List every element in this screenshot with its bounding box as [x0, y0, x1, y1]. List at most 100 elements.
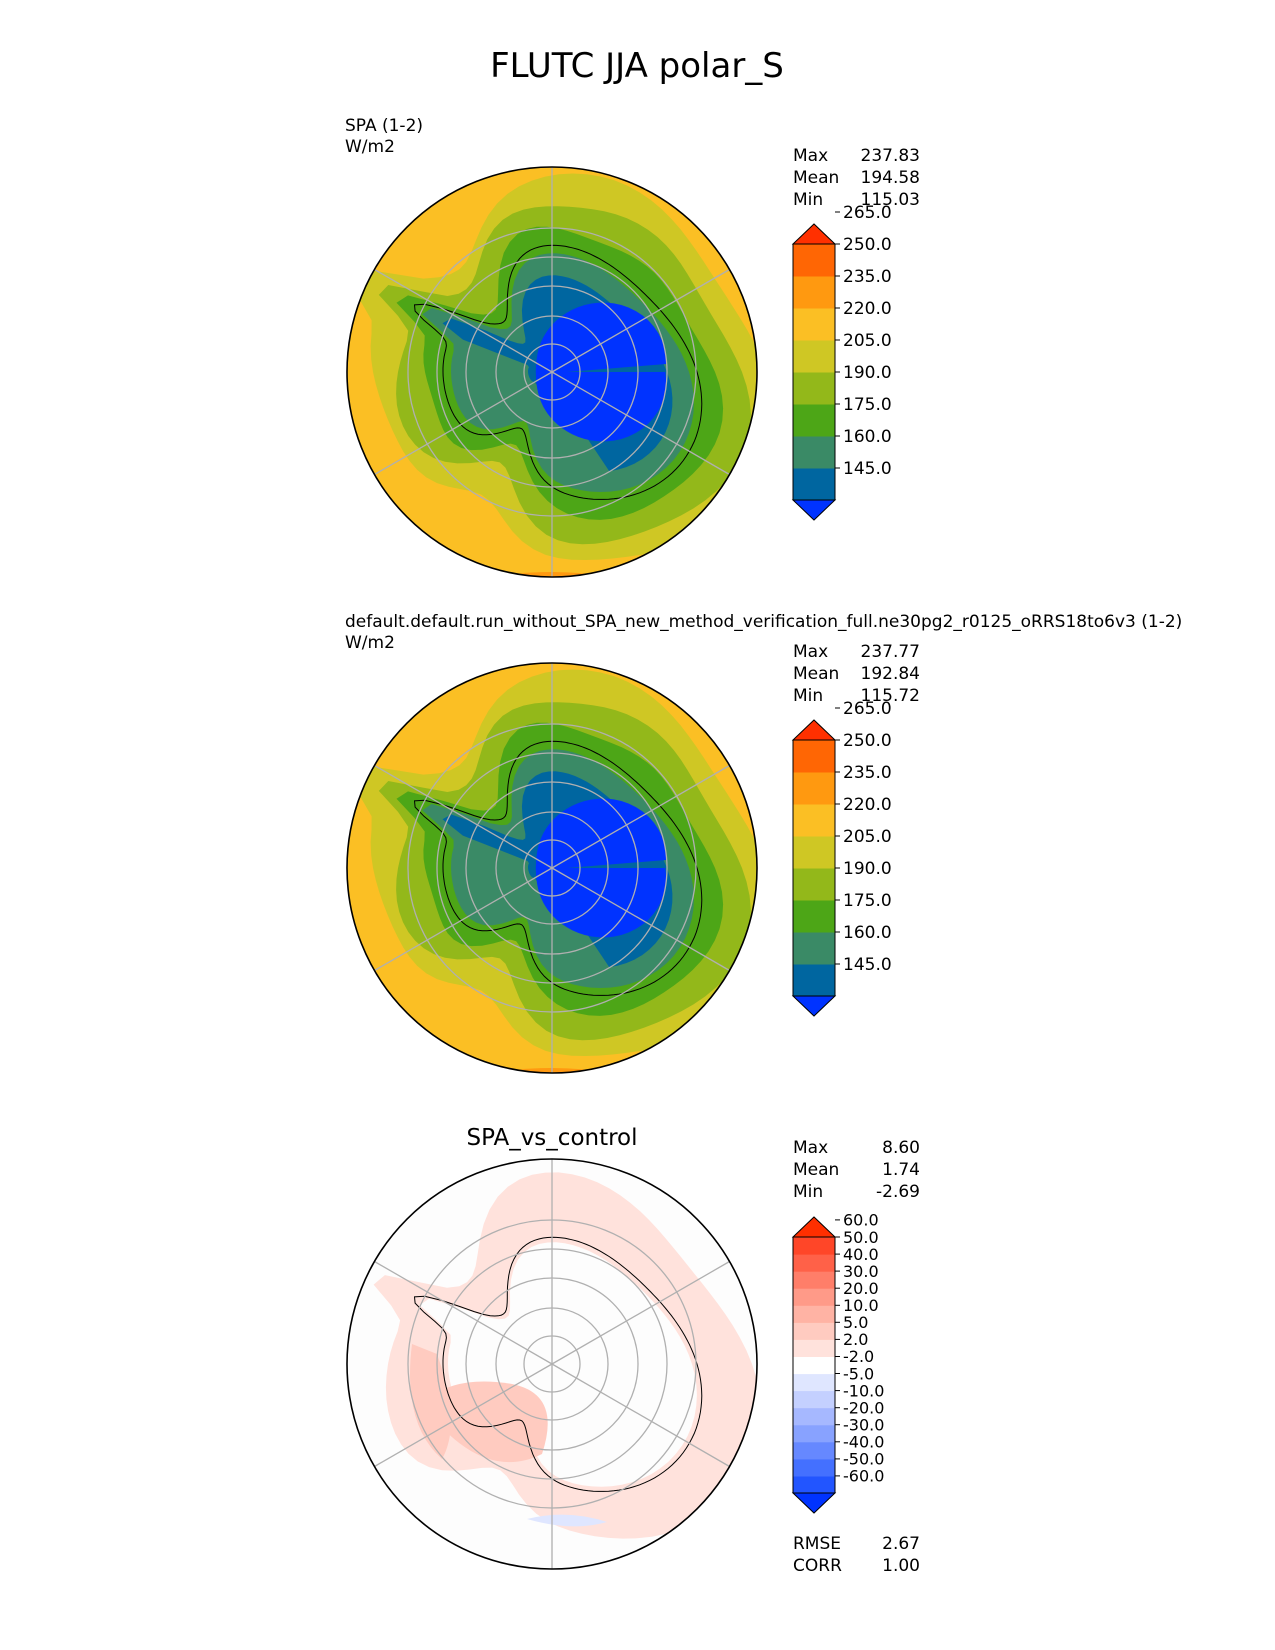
colorbar-segment — [793, 836, 835, 869]
panel-units: W/m2 — [345, 137, 395, 157]
graticule — [374, 167, 730, 577]
colorbar-tick-label: -10.0 — [843, 1381, 884, 1400]
meridian-line — [551, 371, 730, 476]
colorbar-tick-label: 190.0 — [843, 363, 892, 383]
colorbar: 145.0 160.0 175.0 190.0 205.0 220.0 235.0 250.0… — [791, 203, 892, 521]
panel-title: default.default.run_without_SPA_new_meth… — [345, 612, 1182, 632]
colorbar-segment — [793, 1271, 835, 1289]
colorbar: 145.0 160.0 175.0 190.0 205.0 220.0 235.0 250.0… — [791, 699, 892, 1017]
colorbar-segment — [793, 1458, 835, 1477]
colorbar-tick-label: 30.0 — [843, 1262, 879, 1281]
colorbar-tick-label: 235.0 — [843, 267, 892, 287]
colorbar-tick-label: 220.0 — [843, 299, 892, 319]
colorbar-tick-label: -40.0 — [843, 1433, 884, 1452]
colorbar-segment — [793, 436, 835, 469]
colorbar-segment — [793, 1390, 835, 1409]
meridian-line — [374, 371, 553, 476]
stat-max-value: 237.77 — [861, 642, 920, 662]
colorbar-segment — [793, 740, 835, 773]
colorbar-tick-label: 160.0 — [843, 923, 892, 943]
meridian-line — [374, 268, 553, 373]
colorbar-segment — [793, 1407, 835, 1426]
meridian-line — [374, 1260, 553, 1365]
map-boundary — [346, 166, 758, 578]
panel-test: SPA (1-2) W/m2 Max 237.83 Mean 194.58 Mi… — [345, 116, 920, 578]
colorbar-tick-label: 175.0 — [843, 891, 892, 911]
colorbar-segment — [793, 276, 835, 309]
colorbar-tick-label: 2.0 — [843, 1330, 868, 1349]
polar-map — [346, 166, 758, 578]
colorbar-frame — [792, 1236, 836, 1494]
meridian-line — [551, 867, 730, 972]
meridian-line — [551, 1363, 730, 1468]
colorbar-tick-label: -2.0 — [843, 1347, 874, 1366]
colorbar-segment — [793, 804, 835, 837]
stat-mean-label: Mean — [793, 664, 839, 684]
colorbar-extend-min — [791, 995, 837, 1017]
graticule — [374, 1159, 730, 1569]
colorbar-tick-label: 190.0 — [843, 859, 892, 879]
colorbar-tick-label: 60.0 — [843, 1211, 879, 1230]
colorbar-segment — [793, 1441, 835, 1460]
stat-corr-label: CORR — [793, 1556, 842, 1576]
colorbar-segment — [793, 1373, 835, 1392]
stats-block: Max 237.83 Mean 194.58 Min 115.03 — [793, 146, 920, 210]
map-boundary — [346, 662, 758, 1074]
colorbar-extend-min — [791, 499, 837, 521]
panel-difference: SPA_vs_control Max 8.60 Mean 1.74 Min -2… — [346, 1125, 920, 1576]
colorbar-tick-label: 205.0 — [843, 827, 892, 847]
stat-min-value: -2.69 — [876, 1182, 920, 1202]
colorbar-tick-label: 205.0 — [843, 331, 892, 351]
colorbar-tick-label: -5.0 — [843, 1364, 874, 1383]
colorbar-tick-label: 10.0 — [843, 1296, 879, 1315]
colorbar-segment — [793, 1339, 835, 1357]
colorbar-segment — [793, 1356, 835, 1375]
colorbar-segment — [793, 372, 835, 405]
colorbar-tick-label: 50.0 — [843, 1228, 879, 1247]
colorbar-tick-label: -20.0 — [843, 1398, 884, 1417]
colorbar-tick-label: 5.0 — [843, 1313, 868, 1332]
panel-title: SPA (1-2) — [345, 116, 423, 136]
stat-min-label: Min — [793, 686, 823, 706]
stat-mean-label: Mean — [793, 168, 839, 188]
anomaly-band-neg — [527, 1514, 607, 1527]
colorbar-tick-label: 265.0 — [843, 699, 892, 719]
stat-mean-value: 194.58 — [861, 168, 920, 188]
colorbar-tick-label: 20.0 — [843, 1279, 879, 1298]
colorbar-tick-label: 160.0 — [843, 427, 892, 447]
colorbar-segment — [793, 468, 835, 501]
meridian-line — [374, 764, 553, 869]
colorbar-segment — [793, 1305, 835, 1323]
stat-min-label: Min — [793, 1182, 823, 1202]
colorbar-segment — [793, 340, 835, 373]
stat-min-value: 115.72 — [861, 686, 920, 706]
colorbar-tick-label: 265.0 — [843, 203, 892, 223]
stat-max-value: 237.83 — [861, 146, 920, 166]
stat-corr-value: 1.00 — [882, 1556, 920, 1576]
colorbar-segment — [793, 900, 835, 933]
colorbar-tick-label: 40.0 — [843, 1245, 879, 1264]
colorbar-tick-label: 250.0 — [843, 235, 892, 255]
stat-max-label: Max — [793, 146, 828, 166]
meridian-line — [374, 867, 553, 972]
colorbar-segment — [793, 1322, 835, 1340]
graticule — [374, 663, 730, 1073]
stat-max-label: Max — [793, 1138, 828, 1158]
colorbar-tick-label: 250.0 — [843, 731, 892, 751]
colorbar-segment — [793, 868, 835, 901]
stat-mean-value: 192.84 — [861, 664, 920, 684]
stat-rmse-label: RMSE — [793, 1534, 841, 1554]
field-band-below-145 — [535, 302, 667, 442]
colorbar-segment — [793, 772, 835, 805]
colorbar-extend-max — [791, 719, 837, 741]
colorbar-tick-label: -30.0 — [843, 1416, 884, 1435]
colorbar-segment — [793, 1237, 835, 1255]
polar-map — [346, 1158, 758, 1570]
colorbar-extend-max — [791, 223, 837, 245]
stats-block: Max 8.60 Mean 1.74 Min -2.69 — [793, 1138, 920, 1202]
stat-mean-value: 1.74 — [882, 1160, 920, 1180]
colorbar-extend-max — [791, 1216, 837, 1238]
colorbar: -60.0-50.0-40.0-30.0-20.0-10.0-5.0-2.02.… — [791, 1211, 884, 1514]
colorbar-segment — [793, 1254, 835, 1272]
